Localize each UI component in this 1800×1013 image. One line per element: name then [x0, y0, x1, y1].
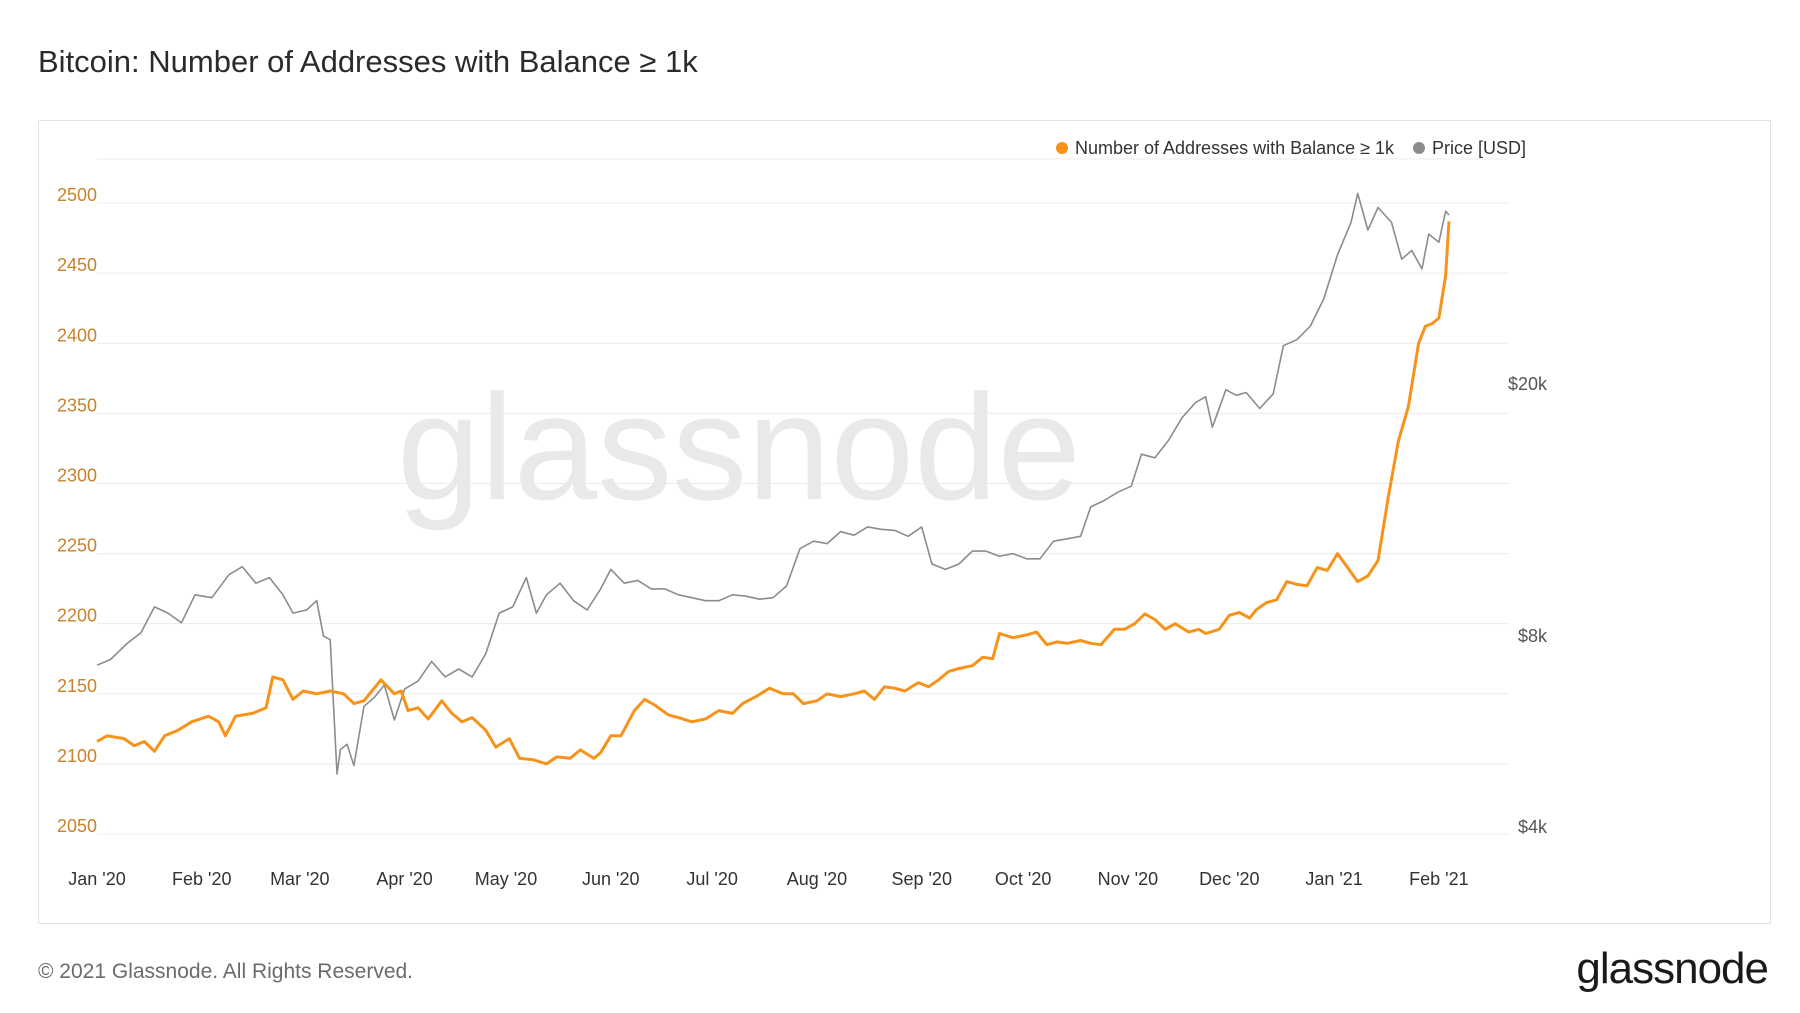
x-tick-label: Apr '20: [376, 869, 432, 889]
chart-panel: glassnode 2050 2100 2150 2200 2250 2300 2350 24…: [38, 120, 1771, 924]
x-tick-label: Nov '20: [1098, 869, 1158, 889]
x-tick-label: Jan '20: [68, 869, 125, 889]
y-left-tick-label: 2250: [57, 536, 97, 556]
legend-swatch: [1413, 142, 1425, 154]
y-left-tick-label: 2200: [57, 606, 97, 626]
x-tick-label: Mar '20: [270, 869, 329, 889]
y-left-tick-label: 2500: [57, 185, 97, 205]
x-tick-label: May '20: [475, 869, 537, 889]
y-left-tick-label: 2050: [57, 816, 97, 836]
y-axis-right: $4k $8k $20k: [1508, 374, 1548, 837]
y-left-tick-label: 2150: [57, 676, 97, 696]
y-right-tick-label: $8k: [1518, 626, 1548, 646]
price-series-line: [96, 192, 1450, 775]
y-right-tick-label: $20k: [1508, 374, 1548, 394]
y-left-tick-label: 2400: [57, 325, 97, 345]
y-right-tick-label: $4k: [1518, 817, 1548, 837]
x-tick-label: Dec '20: [1199, 869, 1259, 889]
x-tick-label: Jan '21: [1305, 869, 1362, 889]
addresses-series-line: [96, 221, 1451, 766]
x-tick-label: Feb '21: [1409, 869, 1468, 889]
chart: glassnode 2050 2100 2150 2200 2250 2300 2350 24…: [57, 138, 1548, 889]
legend-swatch: [1056, 142, 1068, 154]
series-layer: [96, 192, 1451, 775]
y-left-tick-label: 2450: [57, 255, 97, 275]
x-tick-label: Sep '20: [891, 869, 952, 889]
x-tick-label: Jul '20: [686, 869, 737, 889]
legend-label: Price [USD]: [1432, 138, 1526, 158]
y-left-tick-label: 2100: [57, 746, 97, 766]
copyright-text: © 2021 Glassnode. All Rights Reserved.: [38, 960, 414, 983]
legend-item-price[interactable]: Price [USD]: [1413, 138, 1526, 158]
y-axis-left: 2050 2100 2150 2200 2250 2300 2350 2400 2450 2500: [57, 185, 97, 836]
watermark-text: glassnode: [397, 363, 1081, 531]
legend: Number of Addresses with Balance ≥ 1k Pri…: [1056, 138, 1526, 158]
x-tick-label: Jun '20: [582, 869, 639, 889]
x-tick-label: Feb '20: [172, 869, 231, 889]
x-axis: Jan '20 Feb '20 Mar '20 Apr '20 May '20 Jun '…: [68, 869, 1468, 889]
x-tick-label: Oct '20: [995, 869, 1051, 889]
legend-item-addresses[interactable]: Number of Addresses with Balance ≥ 1k: [1056, 138, 1395, 158]
y-left-tick-label: 2300: [57, 465, 97, 485]
y-left-tick-label: 2350: [57, 395, 97, 415]
x-tick-label: Aug '20: [787, 869, 848, 889]
glassnode-logo: glassnode: [1576, 944, 1769, 993]
page-title: Bitcoin: Number of Addresses with Balanc…: [38, 44, 698, 79]
legend-label: Number of Addresses with Balance ≥ 1k: [1075, 138, 1395, 158]
